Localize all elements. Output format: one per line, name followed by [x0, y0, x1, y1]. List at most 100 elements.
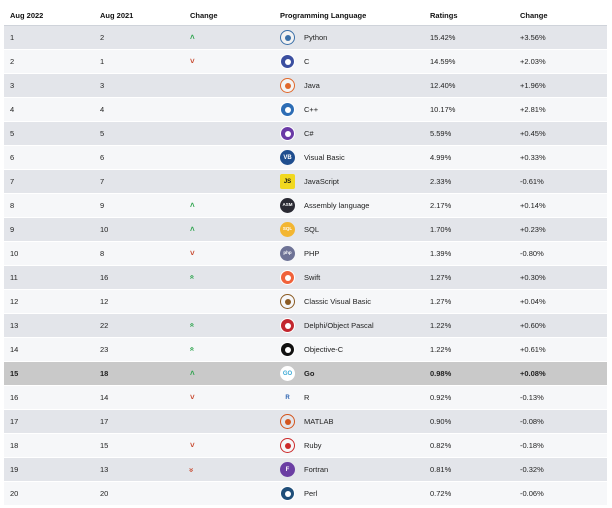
- fortran-logo-icon: F: [280, 462, 295, 477]
- language-cell: Objective-C: [274, 337, 424, 362]
- table-row: 1 2 ˄ Python 15.42% +3.56%: [4, 25, 607, 50]
- rank-2022-cell: 6: [4, 145, 94, 170]
- language-name: PHP: [304, 248, 320, 258]
- header-change-percent: Change: [514, 5, 607, 26]
- rating-cell: 1.27%: [424, 289, 514, 314]
- table-row: 11 16» Swift 1.27% +0.30%: [4, 265, 607, 290]
- table-row: 7 7 JS JavaScript 2.33% -0.61%: [4, 169, 607, 194]
- rating-cell: 15.42%: [424, 25, 514, 50]
- rank-2022-cell: 5: [4, 121, 94, 146]
- logo-mark: [284, 34, 291, 41]
- logo-mark: [284, 322, 291, 329]
- classic-visual-basic-logo-icon: [280, 294, 295, 309]
- language-cell: C: [274, 49, 424, 74]
- table-row: 15 18 ˄ GO Go 0.98% +0.08%: [4, 361, 607, 386]
- rank-2022-cell: 4: [4, 97, 94, 122]
- ranking-table: Aug 2022 Aug 2021 Change Programming Lan…: [4, 5, 607, 506]
- rank-2022-cell: 10: [4, 241, 94, 266]
- javascript-logo-icon: JS: [280, 174, 295, 189]
- arrow-down-icon: ˅: [190, 249, 195, 258]
- perl-logo-icon: [280, 486, 295, 501]
- rank-2022-cell: 13: [4, 313, 94, 338]
- rating-cell: 0.72%: [424, 481, 514, 506]
- table-row: 14 23» Objective-C 1.22% +0.61%: [4, 337, 607, 362]
- arrow-down-icon: ˅: [190, 441, 195, 450]
- delphi-logo-icon: [280, 318, 295, 333]
- rank-2021-cell: 5: [94, 121, 184, 146]
- arrow-down-icon: ˅: [190, 393, 195, 402]
- rank-2021-cell: 6: [94, 145, 184, 170]
- change-percent-cell: -0.32%: [514, 457, 607, 482]
- rank-2022-cell: 8: [4, 193, 94, 218]
- rating-cell: 0.82%: [424, 433, 514, 458]
- change-cell: ˄: [184, 25, 274, 50]
- rating-cell: 0.98%: [424, 361, 514, 386]
- language-cell: Delphi/Object Pascal: [274, 313, 424, 338]
- rank-2021-cell: 20: [94, 481, 184, 506]
- language-name: Ruby: [304, 440, 322, 450]
- rating-cell: 0.92%: [424, 385, 514, 410]
- c-logo-icon: [280, 54, 295, 69]
- language-cell: php PHP: [274, 241, 424, 266]
- language-cell: SQL SQL: [274, 217, 424, 242]
- language-cell: C++: [274, 97, 424, 122]
- logo-label: F: [285, 466, 290, 473]
- r-logo-icon: R: [280, 390, 295, 405]
- change-percent-cell: -0.61%: [514, 169, 607, 194]
- language-name: Perl: [304, 488, 318, 498]
- arrow-up-icon: »: [187, 323, 197, 328]
- logo-mark: [284, 274, 291, 281]
- table-row: 13 22» Delphi/Object Pascal 1.22% +0.60%: [4, 313, 607, 338]
- rating-cell: 0.90%: [424, 409, 514, 434]
- rank-2021-cell: 15: [94, 433, 184, 458]
- change-percent-cell: +2.03%: [514, 49, 607, 74]
- language-name: Assembly language: [304, 200, 370, 210]
- logo-mark: [284, 418, 291, 425]
- change-cell: ˄: [184, 193, 274, 218]
- csharp-logo-icon: [280, 126, 295, 141]
- change-percent-cell: -0.18%: [514, 433, 607, 458]
- language-name: Classic Visual Basic: [304, 296, 371, 306]
- arrow-up-icon: »: [187, 347, 197, 352]
- change-cell: ˄: [184, 361, 274, 386]
- rating-cell: 1.22%: [424, 313, 514, 338]
- change-percent-cell: +0.08%: [514, 361, 607, 386]
- language-name: Java: [304, 80, 320, 90]
- language-name: Swift: [304, 272, 321, 282]
- logo-mark: [284, 130, 291, 137]
- rank-2022-cell: 12: [4, 289, 94, 314]
- logo-label: SQL: [282, 226, 293, 232]
- php-logo-icon: php: [280, 246, 295, 261]
- change-cell: [184, 409, 274, 434]
- change-percent-cell: +0.45%: [514, 121, 607, 146]
- rating-cell: 0.81%: [424, 457, 514, 482]
- table-row: 16 14 ˅ R R 0.92% -0.13%: [4, 385, 607, 410]
- language-name: MATLAB: [304, 416, 334, 426]
- rating-cell: 1.70%: [424, 217, 514, 242]
- rank-2022-cell: 17: [4, 409, 94, 434]
- rank-2022-cell: 15: [4, 361, 94, 386]
- header-aug-2021: Aug 2021: [94, 5, 184, 26]
- language-cell: Perl: [274, 481, 424, 506]
- language-cell: GO Go: [274, 361, 424, 386]
- table-row: 4 4 C++ 10.17% +2.81%: [4, 97, 607, 122]
- arrow-up-icon: »: [187, 275, 197, 280]
- rank-2022-cell: 19: [4, 457, 94, 482]
- rank-2021-cell: 16: [94, 265, 184, 290]
- arrow-down-icon: »: [187, 467, 197, 472]
- language-name: C: [304, 56, 310, 66]
- change-percent-cell: +0.60%: [514, 313, 607, 338]
- visual-basic-logo-icon: VB: [280, 150, 295, 165]
- rank-2021-cell: 2: [94, 25, 184, 50]
- rank-2021-cell: 18: [94, 361, 184, 386]
- change-percent-cell: -0.13%: [514, 385, 607, 410]
- table-row: 5 5 C# 5.59% +0.45%: [4, 121, 607, 146]
- language-name: JavaScript: [304, 176, 340, 186]
- language-cell: Python: [274, 25, 424, 50]
- change-percent-cell: -0.06%: [514, 481, 607, 506]
- logo-label: JS: [283, 178, 292, 185]
- rank-2021-cell: 12: [94, 289, 184, 314]
- rank-2021-cell: 7: [94, 169, 184, 194]
- rating-cell: 14.59%: [424, 49, 514, 74]
